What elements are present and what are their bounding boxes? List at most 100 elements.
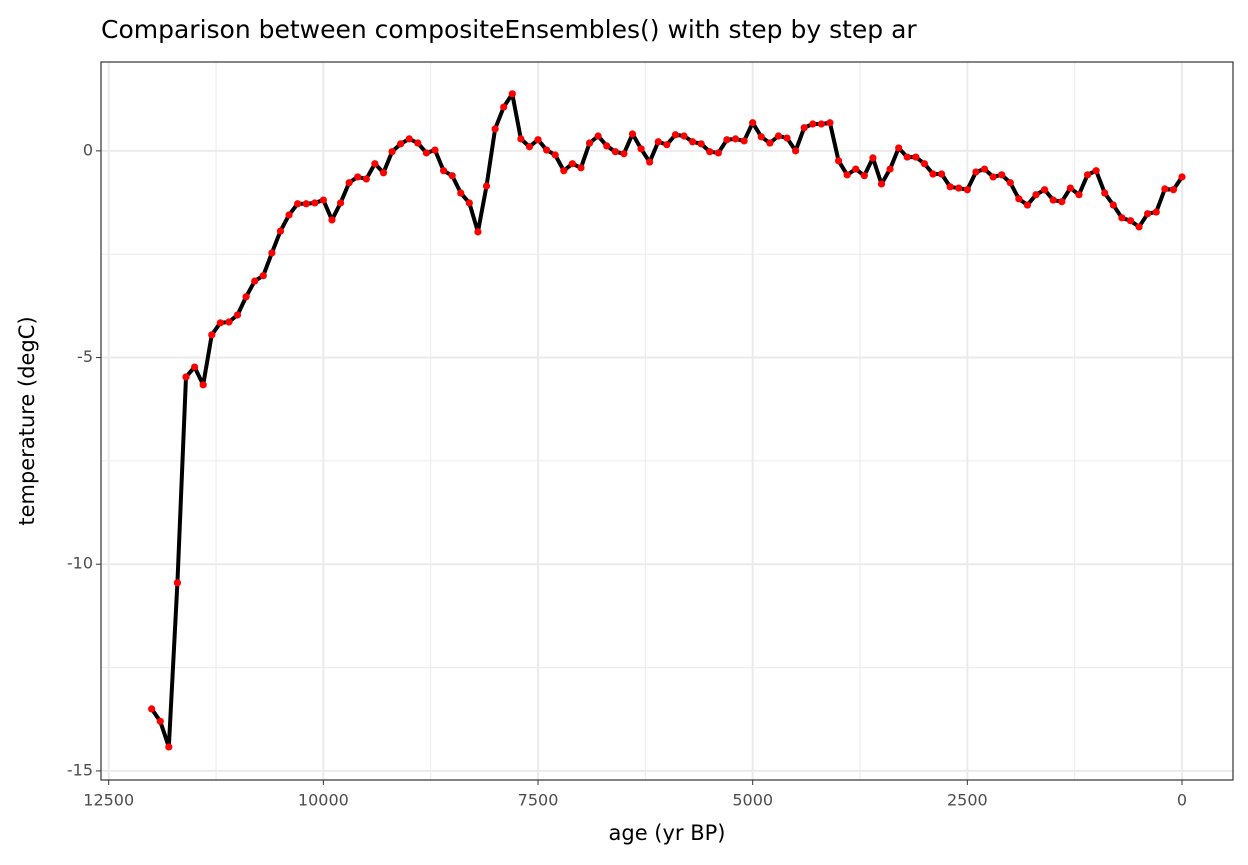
point xyxy=(173,579,182,587)
point xyxy=(946,183,954,191)
point xyxy=(388,148,396,156)
point xyxy=(397,140,405,148)
point xyxy=(474,228,482,236)
point xyxy=(165,743,173,751)
point xyxy=(457,189,465,197)
point xyxy=(517,135,525,143)
point xyxy=(1075,191,1083,199)
point xyxy=(860,172,868,180)
point xyxy=(482,182,491,190)
point xyxy=(508,90,516,98)
point xyxy=(731,135,740,143)
point xyxy=(646,158,654,166)
point xyxy=(362,175,370,183)
point xyxy=(199,381,207,389)
point xyxy=(929,170,937,178)
point xyxy=(242,293,250,301)
x-tick-label: 0 xyxy=(1177,791,1187,810)
point xyxy=(525,143,534,151)
point xyxy=(1118,214,1126,222)
point xyxy=(551,151,559,159)
point xyxy=(560,167,568,175)
point xyxy=(268,249,276,257)
point xyxy=(1049,196,1057,204)
point xyxy=(1041,186,1049,194)
point xyxy=(379,169,388,177)
point xyxy=(431,146,439,154)
point xyxy=(594,132,602,140)
point xyxy=(637,145,645,153)
point xyxy=(783,134,791,142)
y-tick-label: -5 xyxy=(77,347,93,366)
chart-title: Comparison between compositeEnsembles() … xyxy=(101,15,917,44)
point xyxy=(577,164,585,172)
y-axis-title: temperature (degC) xyxy=(15,316,39,525)
point xyxy=(156,717,164,725)
point xyxy=(706,148,714,156)
point xyxy=(980,165,989,173)
point xyxy=(208,331,216,339)
point xyxy=(319,196,327,204)
point xyxy=(998,171,1006,179)
point xyxy=(895,144,903,152)
point xyxy=(1152,208,1160,216)
point xyxy=(148,705,156,713)
point xyxy=(1032,191,1040,199)
point xyxy=(1126,217,1135,225)
x-tick-label: 2500 xyxy=(947,791,988,810)
point xyxy=(792,147,800,155)
point xyxy=(1169,186,1178,194)
point xyxy=(757,133,765,141)
x-tick-label: 12500 xyxy=(83,791,134,810)
point xyxy=(405,135,413,143)
x-tick-label: 7500 xyxy=(518,791,559,810)
point xyxy=(585,139,594,147)
point xyxy=(834,157,843,165)
point xyxy=(817,120,825,128)
point xyxy=(920,160,929,168)
point xyxy=(294,200,302,208)
point xyxy=(774,132,783,140)
point xyxy=(251,277,259,285)
point xyxy=(1006,179,1014,187)
y-tick-label: -10 xyxy=(67,554,93,573)
point xyxy=(448,172,456,180)
point xyxy=(697,140,705,148)
point xyxy=(1178,173,1186,181)
point xyxy=(345,179,353,187)
point xyxy=(843,171,851,179)
point xyxy=(886,165,894,173)
point xyxy=(1023,201,1032,209)
point xyxy=(225,318,233,326)
point xyxy=(1083,171,1092,179)
point xyxy=(311,199,319,207)
line xyxy=(150,91,1184,749)
point xyxy=(972,168,980,176)
x-tick-label: 5000 xyxy=(732,791,773,810)
x-axis-title: age (yr BP) xyxy=(609,821,726,845)
point xyxy=(233,311,242,319)
point xyxy=(1101,189,1109,197)
point xyxy=(963,186,971,194)
point xyxy=(800,124,808,132)
point xyxy=(671,131,680,139)
point xyxy=(809,120,817,128)
point xyxy=(302,200,310,208)
point xyxy=(628,130,637,138)
point xyxy=(603,142,611,150)
y-tick-label: 0 xyxy=(83,140,93,159)
point xyxy=(534,136,542,144)
point xyxy=(680,132,688,140)
point xyxy=(414,139,422,147)
point xyxy=(276,227,285,235)
y-tick-label: -15 xyxy=(67,760,93,779)
point xyxy=(852,165,860,173)
point xyxy=(1161,185,1169,193)
point xyxy=(285,211,293,219)
point xyxy=(491,125,499,133)
point xyxy=(989,173,997,181)
point xyxy=(877,180,886,188)
point xyxy=(354,173,362,181)
point xyxy=(1058,198,1066,206)
